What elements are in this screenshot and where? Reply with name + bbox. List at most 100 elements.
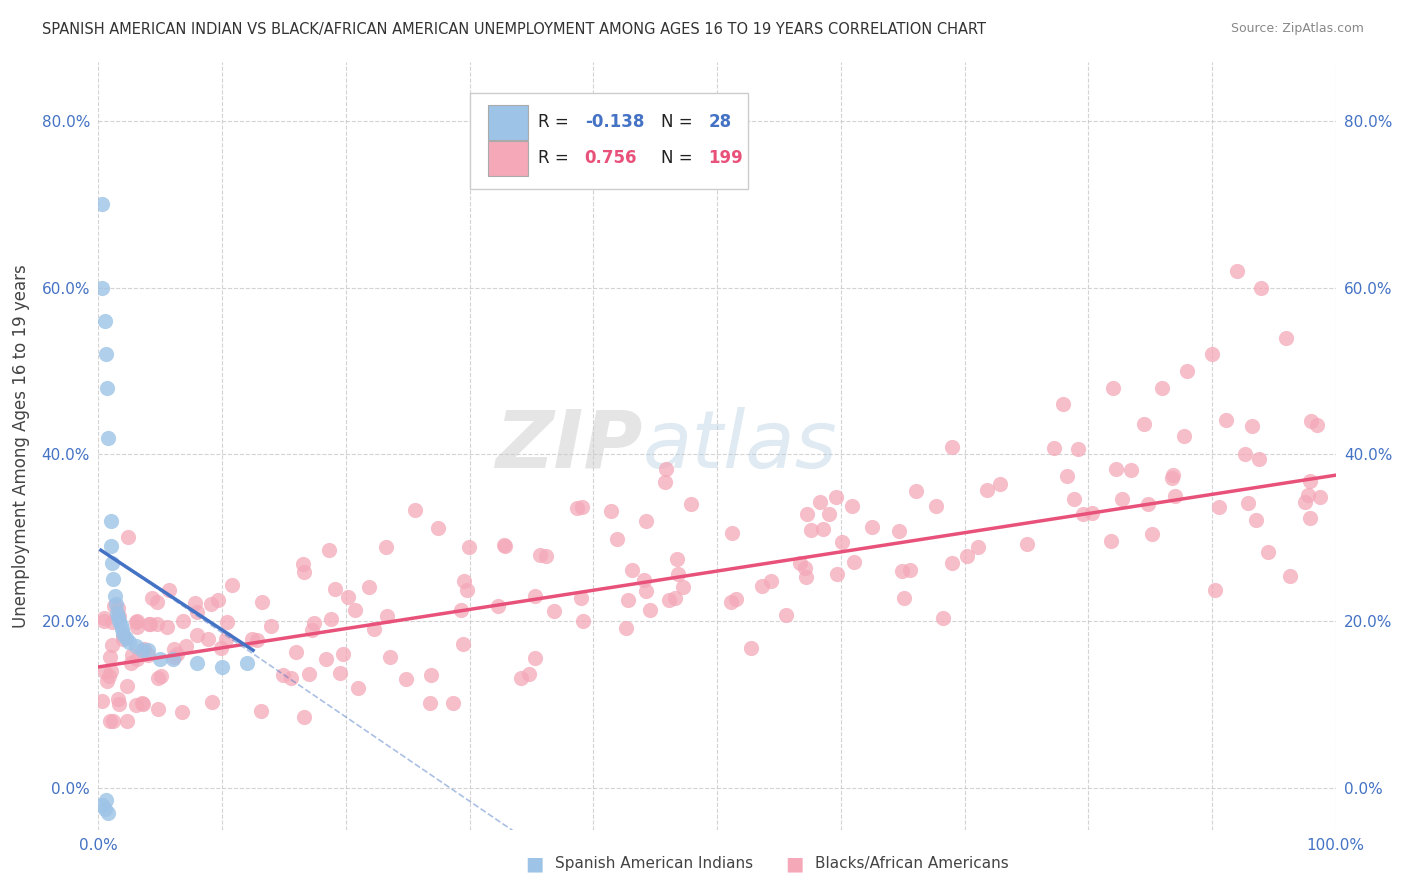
Point <box>1067 442 1090 456</box>
Point <box>1299 475 1322 489</box>
Point <box>617 593 640 607</box>
Point <box>284 645 307 659</box>
Point <box>200 597 222 611</box>
Point <box>201 695 224 709</box>
Point <box>292 565 315 579</box>
Point <box>825 566 848 581</box>
Point <box>115 714 138 728</box>
Point <box>132 697 155 711</box>
Point <box>337 590 360 604</box>
Text: -0.138: -0.138 <box>585 113 644 131</box>
Point <box>139 616 162 631</box>
Text: R =: R = <box>537 113 574 131</box>
Point <box>860 520 883 534</box>
Point <box>108 608 131 623</box>
Point <box>250 704 273 718</box>
Point <box>125 652 148 666</box>
Point <box>115 679 138 693</box>
Point <box>150 669 173 683</box>
Point <box>94 793 117 807</box>
Point <box>517 667 540 681</box>
Point <box>114 631 136 645</box>
Point <box>904 484 927 499</box>
Point <box>988 476 1011 491</box>
Point <box>1244 513 1267 527</box>
Point <box>157 583 180 598</box>
Point <box>172 615 194 629</box>
Point <box>976 483 998 497</box>
Point <box>1294 495 1316 509</box>
Point <box>1237 496 1260 510</box>
Point <box>105 606 128 620</box>
Point <box>186 605 208 619</box>
Point <box>93 611 115 625</box>
Text: N =: N = <box>661 149 699 168</box>
Point <box>374 540 396 554</box>
Point <box>740 641 762 656</box>
Point <box>842 555 865 569</box>
Point <box>93 615 115 629</box>
Point <box>134 642 156 657</box>
Point <box>799 523 821 537</box>
Point <box>100 665 122 679</box>
Point <box>1257 545 1279 559</box>
Point <box>111 632 134 646</box>
Text: N =: N = <box>661 113 699 131</box>
Point <box>1133 417 1156 431</box>
Point <box>1279 568 1302 582</box>
Text: R =: R = <box>537 149 574 168</box>
Point <box>94 347 117 361</box>
Point <box>125 615 148 630</box>
Point <box>346 681 368 695</box>
Point <box>98 669 121 683</box>
Point <box>1081 506 1104 520</box>
Point <box>925 500 948 514</box>
Point <box>120 657 142 671</box>
Point <box>1102 381 1125 395</box>
Point <box>236 656 259 670</box>
Point <box>321 612 343 626</box>
Point <box>794 561 817 575</box>
Text: Spanish American Indians: Spanish American Indians <box>555 856 754 871</box>
Text: Source: ZipAtlas.com: Source: ZipAtlas.com <box>1230 22 1364 36</box>
Point <box>941 440 963 454</box>
Point <box>215 632 238 646</box>
Point <box>529 548 551 562</box>
Point <box>614 621 637 635</box>
Point <box>457 540 479 554</box>
Point <box>96 381 118 395</box>
Point <box>679 497 702 511</box>
FancyBboxPatch shape <box>488 104 527 140</box>
Point <box>543 604 565 618</box>
Point <box>207 593 229 607</box>
Point <box>141 591 163 605</box>
Point <box>149 651 172 665</box>
Point <box>510 671 533 685</box>
Point <box>302 615 325 630</box>
Point <box>112 628 135 642</box>
Point <box>1173 429 1195 443</box>
Point <box>523 651 546 665</box>
Point <box>967 540 990 554</box>
Point <box>209 640 232 655</box>
Point <box>94 665 117 679</box>
Point <box>318 543 340 558</box>
Point <box>893 591 915 606</box>
Point <box>441 697 464 711</box>
Text: Blacks/African Americans: Blacks/African Americans <box>815 856 1010 871</box>
Point <box>125 698 148 713</box>
Point <box>1105 462 1128 476</box>
Point <box>103 589 125 603</box>
Point <box>91 797 114 812</box>
Point <box>108 614 131 628</box>
Point <box>1152 381 1174 395</box>
Text: 199: 199 <box>709 149 744 168</box>
Point <box>1017 536 1039 550</box>
Point <box>941 556 963 570</box>
Point <box>887 524 910 538</box>
Point <box>117 530 139 544</box>
Point <box>211 660 233 674</box>
Point <box>107 692 129 706</box>
Point <box>932 611 955 625</box>
Point <box>301 624 323 638</box>
